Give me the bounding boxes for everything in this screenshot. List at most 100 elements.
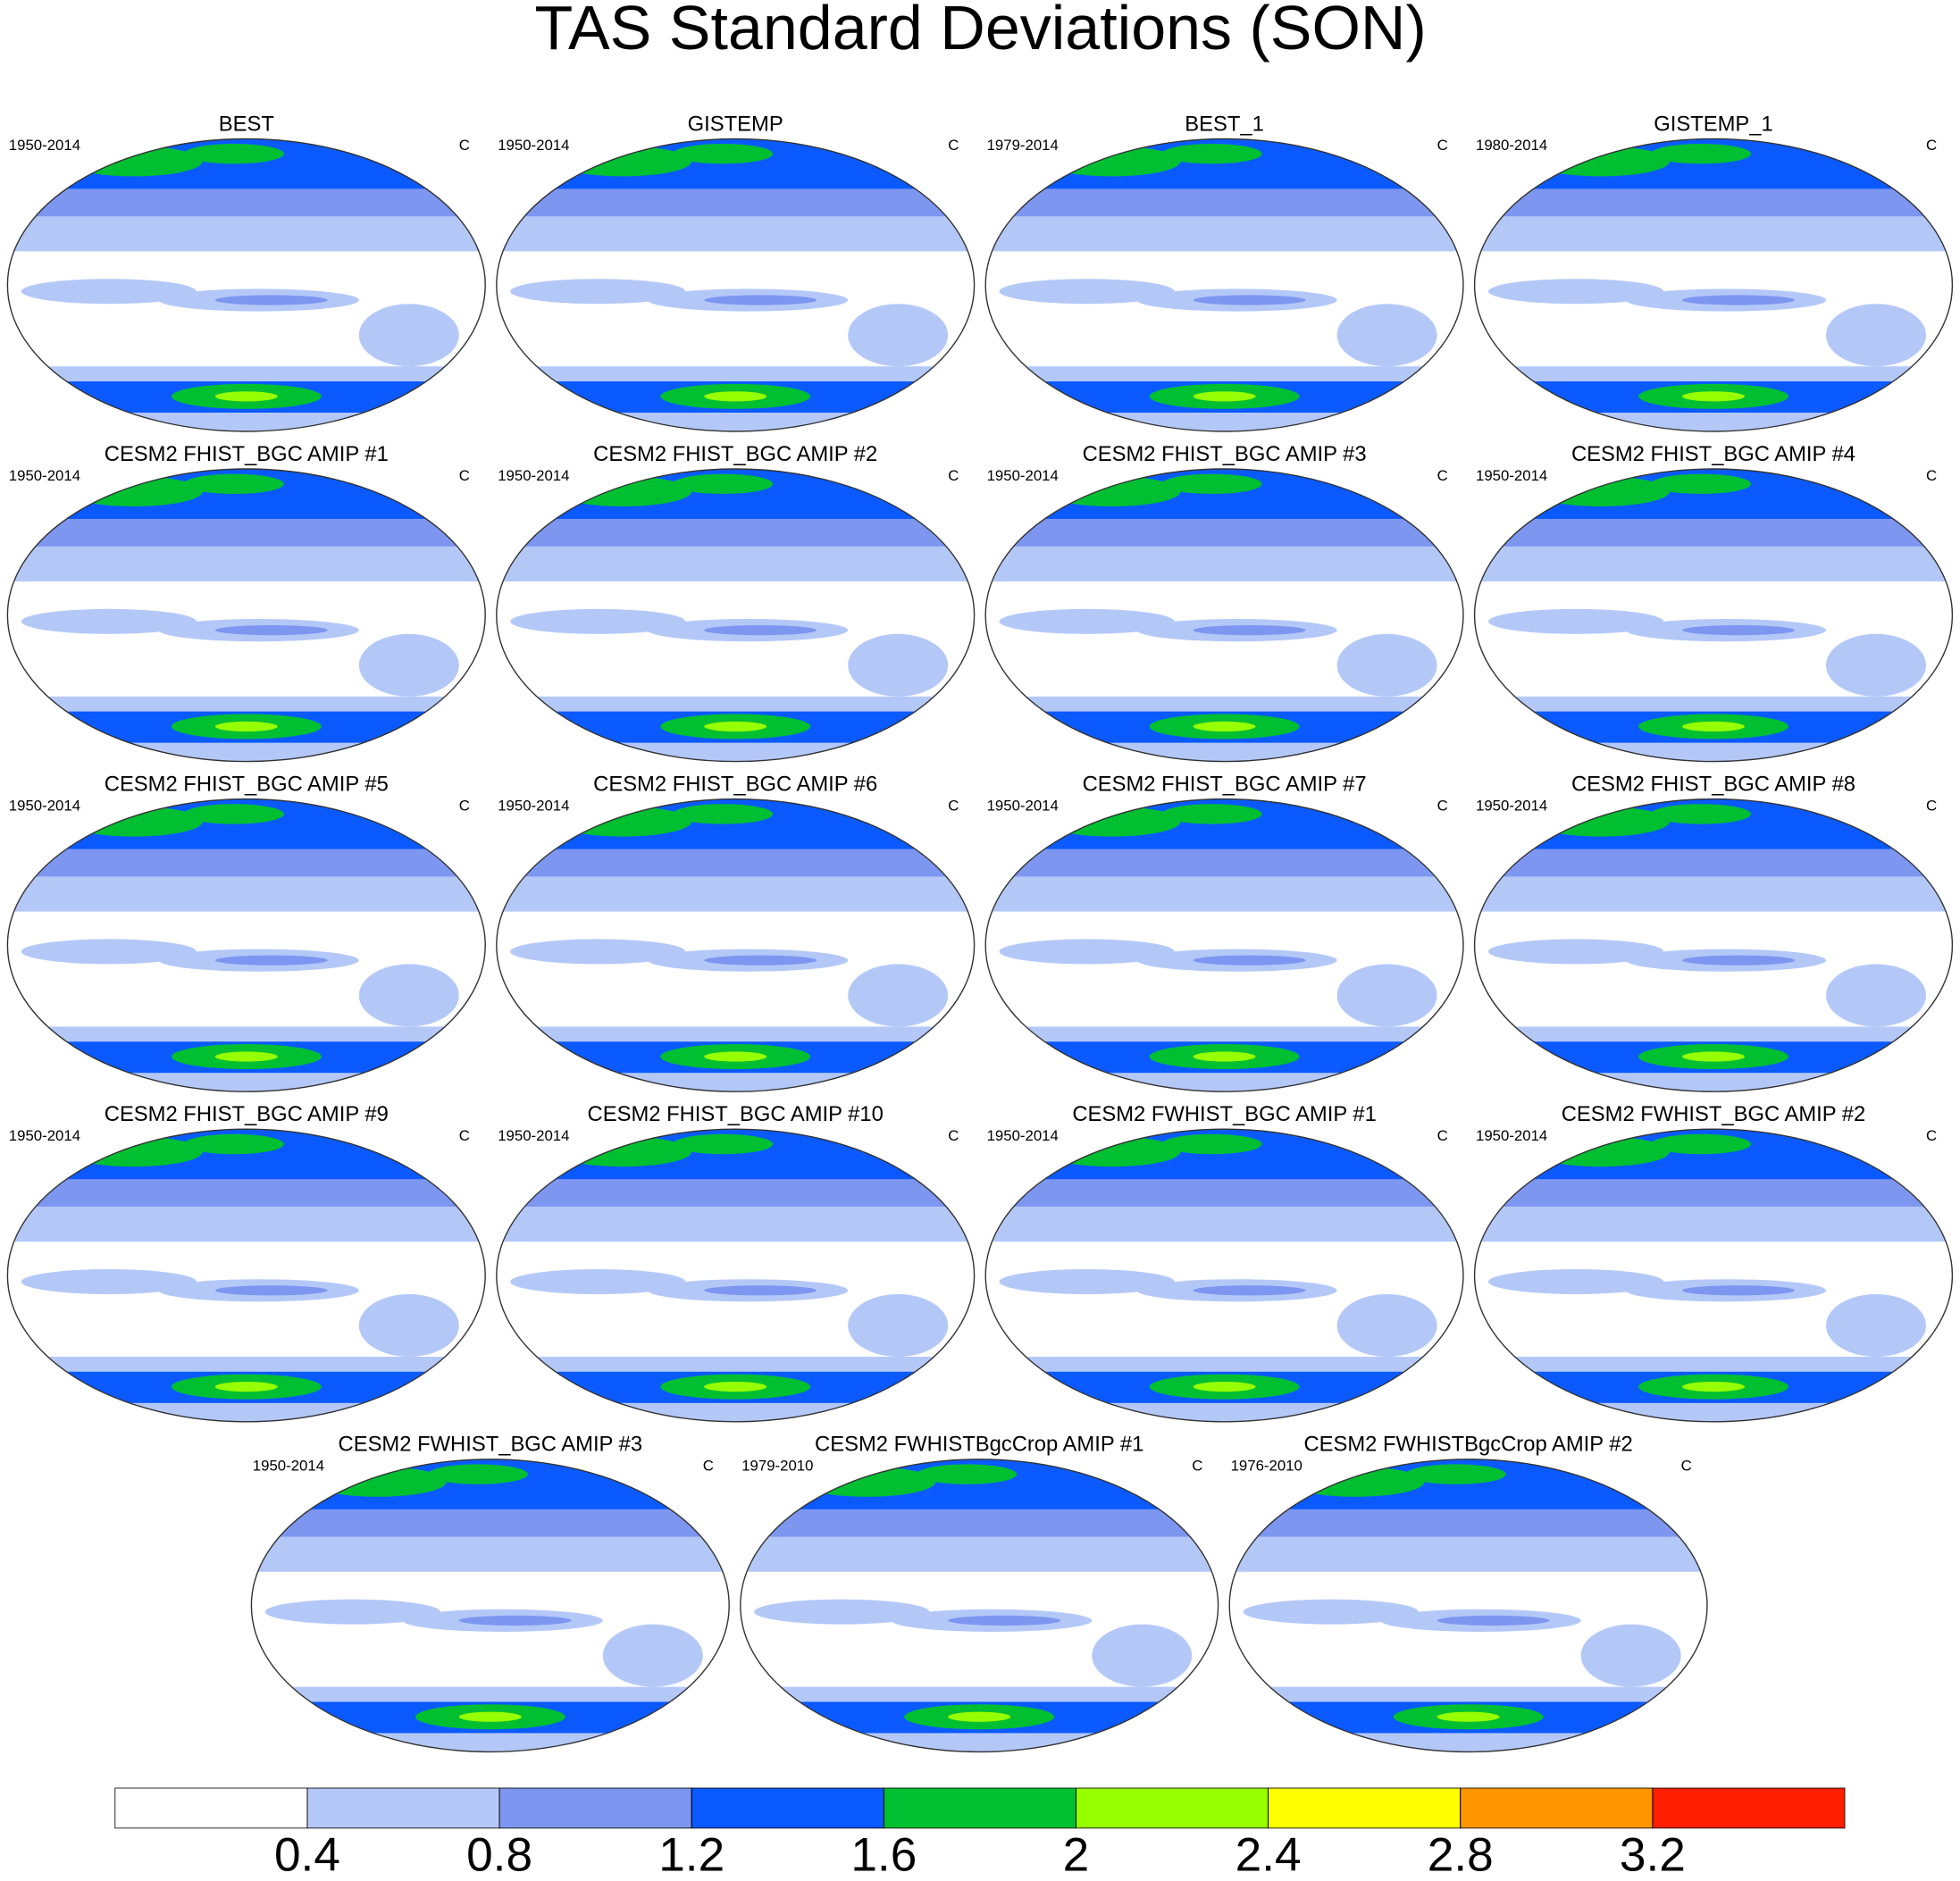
panel-period: 1950-2014 bbox=[9, 137, 80, 154]
field-patch bbox=[948, 1615, 1061, 1626]
panel-period: 1950-2014 bbox=[253, 1458, 324, 1475]
field-patch bbox=[848, 304, 949, 367]
panel-units: C bbox=[1926, 1127, 1937, 1144]
field-patch bbox=[1650, 143, 1751, 164]
map-panel: CESM2 FHIST_BGC AMIP #5 1950-2014 C bbox=[6, 772, 486, 1092]
panel-title: CESM2 FHIST_BGC AMIP #8 bbox=[1571, 772, 1855, 796]
colorbar-box bbox=[691, 1787, 884, 1829]
panel-units: C bbox=[703, 1458, 714, 1475]
map-field bbox=[1474, 1129, 1953, 1422]
field-patch bbox=[214, 1381, 278, 1392]
field-patch bbox=[1336, 633, 1437, 697]
field-patch bbox=[1681, 1051, 1745, 1062]
field-patch bbox=[1681, 391, 1745, 402]
map-panel: CESM2 FHIST_BGC AMIP #4 1950-2014 C bbox=[1473, 442, 1954, 763]
map-panel: CESM2 FHIST_BGC AMIP #7 1950-2014 C bbox=[984, 772, 1464, 1092]
field-patch bbox=[1161, 804, 1262, 824]
field-patch bbox=[1681, 1285, 1795, 1296]
field-band bbox=[1474, 1204, 1953, 1242]
map-panel: CESM2 FHIST_BGC AMIP #8 1950-2014 C bbox=[1473, 772, 1954, 1092]
panel-period: 1950-2014 bbox=[1476, 467, 1547, 484]
field-patch bbox=[1043, 146, 1181, 177]
colorbar-box bbox=[1460, 1787, 1654, 1829]
panel-units: C bbox=[948, 137, 959, 154]
field-patch bbox=[458, 1615, 572, 1626]
field-patch bbox=[754, 1599, 930, 1625]
map-outline bbox=[984, 138, 1464, 432]
field-patch bbox=[1405, 1464, 1506, 1484]
field-patch bbox=[64, 1136, 203, 1167]
field-patch bbox=[1336, 304, 1437, 367]
field-patch bbox=[214, 721, 278, 732]
field-patch bbox=[1161, 1133, 1262, 1155]
field-patch bbox=[1161, 143, 1262, 164]
field-patch bbox=[1193, 1285, 1306, 1296]
field-patch bbox=[64, 806, 203, 837]
field-patch bbox=[21, 1268, 197, 1294]
colorbar-box bbox=[114, 1787, 308, 1829]
map-outline bbox=[496, 798, 976, 1092]
field-band bbox=[496, 874, 975, 912]
map-outline bbox=[6, 138, 486, 432]
field-patch bbox=[704, 955, 817, 966]
field-band bbox=[7, 1204, 486, 1242]
field-patch bbox=[704, 1051, 767, 1062]
field-patch bbox=[673, 473, 774, 494]
field-patch bbox=[1681, 721, 1745, 732]
field-patch bbox=[64, 476, 203, 506]
colorbar-label: 2.4 bbox=[1235, 1828, 1302, 1881]
colorbar-box bbox=[883, 1787, 1076, 1829]
field-patch bbox=[673, 804, 774, 824]
field-band bbox=[7, 213, 486, 252]
map-outline bbox=[496, 138, 976, 432]
map-outline bbox=[6, 798, 486, 1092]
field-patch bbox=[183, 473, 284, 494]
colorbar-box bbox=[1076, 1787, 1269, 1829]
map-field bbox=[985, 138, 1464, 431]
field-patch bbox=[214, 624, 328, 636]
field-patch bbox=[999, 608, 1175, 634]
panel-period: 1976-2010 bbox=[1231, 1458, 1302, 1475]
field-band bbox=[1474, 874, 1953, 912]
field-patch bbox=[1043, 1136, 1181, 1167]
field-patch bbox=[704, 391, 767, 402]
field-patch bbox=[1681, 295, 1795, 305]
map-outline bbox=[6, 468, 486, 763]
panel-period: 1950-2014 bbox=[498, 1127, 569, 1144]
map-outline bbox=[496, 1128, 976, 1423]
field-patch bbox=[1193, 391, 1256, 402]
map-outline bbox=[1473, 468, 1954, 763]
field-patch bbox=[1681, 1381, 1745, 1392]
field-patch bbox=[704, 721, 767, 732]
map-panel: GISTEMP 1950-2014 C bbox=[496, 112, 976, 432]
panel-title: CESM2 FHIST_BGC AMIP #4 bbox=[1571, 442, 1855, 466]
map-outline bbox=[984, 468, 1464, 763]
field-patch bbox=[1488, 1268, 1663, 1294]
field-patch bbox=[1436, 1615, 1550, 1626]
field-patch bbox=[1193, 955, 1306, 966]
field-patch bbox=[358, 1293, 459, 1357]
field-patch bbox=[948, 1711, 1011, 1722]
panel-title: BEST_1 bbox=[1185, 112, 1264, 136]
field-patch bbox=[510, 939, 686, 965]
map-field bbox=[7, 1129, 486, 1422]
field-patch bbox=[1193, 295, 1306, 305]
panel-units: C bbox=[1926, 467, 1937, 484]
panel-title: CESM2 FHIST_BGC AMIP #9 bbox=[105, 1102, 389, 1126]
map-panel: CESM2 FWHIST_BGC AMIP #3 1950-2014 C bbox=[250, 1433, 730, 1753]
field-band bbox=[740, 1534, 1219, 1572]
field-patch bbox=[848, 633, 949, 697]
field-patch bbox=[358, 633, 459, 697]
field-patch bbox=[1193, 721, 1256, 732]
panel-units: C bbox=[459, 1127, 470, 1144]
panel-title: BEST bbox=[219, 112, 274, 136]
map-outline bbox=[984, 1128, 1464, 1423]
map-panel: CESM2 FHIST_BGC AMIP #2 1950-2014 C bbox=[496, 442, 976, 763]
map-field bbox=[496, 138, 975, 431]
panel-period: 1950-2014 bbox=[1476, 797, 1547, 814]
field-patch bbox=[427, 1464, 528, 1484]
field-patch bbox=[1336, 1293, 1437, 1357]
field-patch bbox=[1532, 146, 1670, 177]
field-band bbox=[251, 1534, 730, 1572]
field-patch bbox=[1825, 633, 1926, 697]
